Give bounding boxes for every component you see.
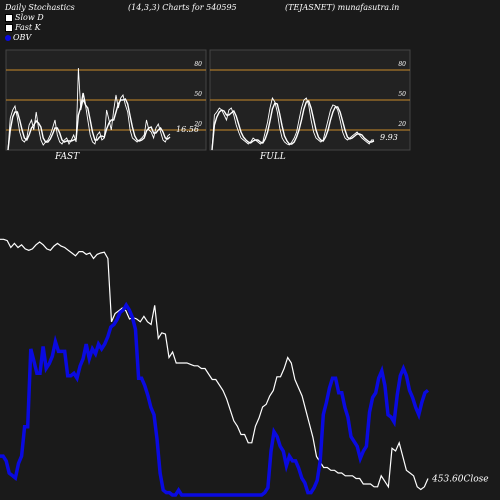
chart-title: Daily Stochastics bbox=[5, 3, 75, 12]
fast-last-value-label: 16.56 bbox=[176, 125, 199, 134]
legend-item-fast-k: Fast K bbox=[5, 23, 41, 32]
legend-swatch-obv bbox=[5, 35, 11, 41]
full-level-label-80: 80 bbox=[398, 61, 406, 68]
legend-item-slow-d: Slow D bbox=[5, 13, 44, 22]
close-price-line bbox=[0, 238, 429, 491]
full-panel-label: FULL bbox=[260, 152, 286, 162]
legend-swatch-slow-d bbox=[5, 14, 13, 22]
legend-item-obv: OBV bbox=[5, 33, 31, 42]
chart-params: (14,3,3) Charts for 540595 bbox=[128, 3, 237, 12]
fast-level-label-50: 50 bbox=[194, 91, 202, 98]
obv-line bbox=[0, 301, 430, 497]
full-level-label-20: 20 bbox=[397, 121, 406, 128]
legend-label-slow-d: Slow D bbox=[15, 13, 44, 22]
full-series-d bbox=[211, 100, 375, 151]
full-series-k bbox=[211, 96, 374, 151]
legend-swatch-fast-k bbox=[5, 24, 13, 32]
legend-label-obv: OBV bbox=[13, 33, 32, 42]
fast-level-label-80: 80 bbox=[194, 61, 202, 68]
fast-series-d bbox=[7, 92, 171, 151]
fast-level-label-20: 20 bbox=[193, 121, 202, 128]
full-last-value-label: 9.93 bbox=[380, 133, 398, 142]
chart-symbol: (TEJASNET) munafasutra.in bbox=[285, 3, 400, 12]
legend-label-fast-k: Fast K bbox=[15, 23, 41, 32]
fast-panel-label: FAST bbox=[55, 152, 80, 162]
fast-series-k bbox=[7, 67, 171, 151]
close-value-label: 453.60Close bbox=[431, 475, 489, 485]
full-level-label-50: 50 bbox=[398, 91, 406, 98]
